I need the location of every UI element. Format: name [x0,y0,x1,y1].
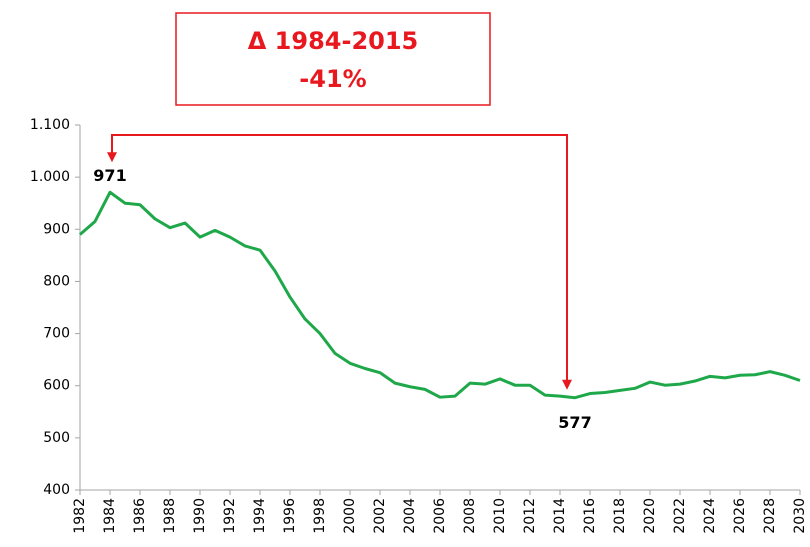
x-tick-label: 1998 [312,498,328,534]
annotation-arrow [111,134,568,388]
x-tick-label: 2012 [522,498,538,534]
annotation-change: -41% [299,65,366,93]
x-tick-label: 2016 [582,498,598,534]
y-tick-label: 700 [43,326,70,342]
x-tick-label: 2002 [372,498,388,534]
data-label: 971 [93,166,126,185]
x-tick-label: 2030 [792,498,808,534]
x-tick-label: 2026 [732,498,748,534]
y-tick-label: 400 [43,482,70,498]
x-tick-label: 1986 [132,498,148,534]
data-label: 577 [558,413,591,432]
x-tick-label: 1992 [222,498,238,534]
x-tick-label: 1988 [162,498,178,534]
y-tick-label: 600 [43,378,70,394]
arrow-head [562,379,572,390]
y-tick-label: 1.100 [30,117,70,133]
y-tick-label: 1.000 [30,169,70,185]
x-tick-label: 1984 [102,498,118,534]
x-tick-label: 2022 [672,498,688,534]
annotation-box [175,12,491,106]
annotation-title: Δ 1984-2015 [248,27,418,55]
y-tick-label: 900 [43,221,70,237]
x-tick-label: 1996 [282,498,298,534]
line [79,190,801,400]
arrow-head [107,152,117,163]
x-tick-label: 2000 [342,498,358,534]
x-tick-label: 2028 [762,498,778,534]
x-tick-label: 2020 [642,498,658,534]
x-tick-label: 2014 [552,498,568,534]
x-tick-label: 2018 [612,498,628,534]
y-tick-label: 800 [43,273,70,289]
x-tick-label: 1990 [192,498,208,534]
y-tick-label: 500 [43,430,70,446]
x-tick-label: 2010 [492,498,508,534]
x-tick-label: 2004 [402,498,418,534]
x-tick-label: 2008 [462,498,478,534]
x-tick-label: 1982 [72,498,88,534]
x-tick-label: 1994 [252,498,268,534]
x-tick-label: 2006 [432,498,448,534]
x-tick-label: 2024 [702,498,718,534]
